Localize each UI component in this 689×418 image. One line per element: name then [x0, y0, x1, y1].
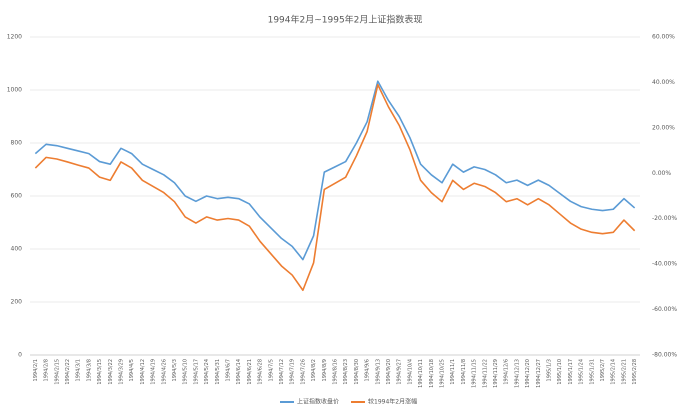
x-tick-label: 1995/1/31: [589, 359, 595, 385]
x-tick-label: 1994/9/13: [375, 359, 381, 385]
y-tick-label: 1200: [7, 34, 22, 41]
x-tick-label: 1994/2/15: [54, 359, 60, 385]
x-tick-label: 1994/3/1: [76, 359, 82, 381]
x-tick-label: 1994/12/6: [504, 359, 510, 385]
y2-tick-label: -40.00%: [652, 261, 677, 268]
x-tick-label: 1994/7/5: [268, 359, 274, 381]
x-tick-label: 1994/6/28: [258, 359, 264, 385]
x-tick-label: 1994/12/27: [536, 359, 542, 388]
x-tick-label: 1995/2/7: [600, 359, 606, 381]
x-tick-label: 1994/5/24: [204, 359, 210, 385]
x-tick-label: 1994/10/18: [429, 359, 435, 388]
x-tick-label: 1994/5/10: [183, 359, 189, 385]
x-tick-label: 1994/7/12: [279, 359, 285, 385]
x-tick-label: 1995/2/14: [611, 359, 617, 385]
legend-label: 较1994年2月涨幅: [368, 398, 417, 406]
x-tick-label: 1994/3/29: [118, 359, 124, 385]
y-tick-label: 200: [11, 299, 23, 306]
y2-tick-label: -80.00%: [652, 352, 677, 359]
x-tick-label: 1994/3/8: [86, 359, 92, 381]
legend-label: 上证指数收盘价: [297, 398, 339, 406]
x-tick-label: 1994/11/29: [493, 359, 499, 388]
x-tick-label: 1994/4/19: [151, 359, 157, 385]
x-tick-label: 1994/5/3: [172, 359, 178, 381]
x-tick-label: 1994/12/13: [514, 359, 520, 388]
x-tick-label: 1994/7/26: [300, 359, 306, 385]
x-tick-label: 1994/5/17: [193, 359, 199, 385]
y-tick-label: 600: [11, 193, 23, 200]
x-tick-label: 1994/8/30: [354, 359, 360, 385]
x-tick-label: 1994/8/2: [311, 359, 317, 381]
x-tick-label: 1994/6/7: [225, 359, 231, 381]
y2-tick-label: -20.00%: [652, 215, 677, 222]
x-tick-label: 1994/12/20: [525, 359, 531, 388]
x-tick-label: 1994/2/8: [44, 359, 50, 381]
x-tick-label: 1994/9/6: [365, 359, 371, 381]
x-tick-label: 1994/10/11: [418, 359, 424, 388]
x-tick-label: 1994/4/5: [129, 359, 135, 381]
y2-tick-label: 40.00%: [652, 79, 675, 86]
x-tick-label: 1994/9/27: [397, 359, 403, 385]
y-tick-label: 400: [11, 246, 23, 253]
series-line: [34, 80, 636, 261]
chart-title: 1994年2月~1995年2月上证指数表现: [268, 14, 423, 26]
x-tick-label: 1994/3/15: [97, 359, 103, 385]
x-tick-label: 1994/6/21: [247, 359, 253, 385]
y-tick-label: 800: [11, 140, 23, 147]
x-tick-label: 1995/1/10: [557, 359, 563, 385]
x-tick-label: 1994/4/12: [140, 359, 146, 385]
x-tick-label: 1994/8/16: [333, 359, 339, 385]
x-tick-label: 1994/11/1: [450, 359, 456, 385]
y2-tick-label: -60.00%: [652, 306, 677, 313]
x-tick-label: 1994/2/1: [33, 359, 39, 381]
x-tick-label: 1995/2/28: [632, 359, 638, 385]
x-tick-label: 1995/2/21: [621, 359, 627, 385]
x-tick-label: 1995/1/17: [568, 359, 574, 385]
x-tick-label: 1995/1/24: [579, 359, 585, 385]
x-tick-label: 1994/8/23: [343, 359, 349, 385]
series-line: [34, 83, 636, 292]
y2-tick-label: 0.00%: [652, 170, 671, 177]
x-tick-label: 1994/6/14: [236, 359, 242, 385]
x-tick-label: 1994/11/8: [461, 359, 467, 385]
y2-tick-label: 20.00%: [652, 124, 675, 131]
x-tick-label: 1994/8/9: [322, 359, 328, 381]
y-tick-label: 0: [18, 352, 22, 359]
x-tick-label: 1994/11/15: [472, 359, 478, 388]
x-tick-label: 1994/10/4: [407, 359, 413, 385]
x-tick-label: 1994/2/22: [65, 359, 71, 385]
x-tick-label: 1994/11/22: [482, 359, 488, 388]
x-tick-label: 1995/1/3: [547, 359, 553, 381]
x-tick-label: 1994/7/19: [290, 359, 296, 385]
x-tick-label: 1994/9/20: [386, 359, 392, 385]
y2-tick-label: 60.00%: [652, 34, 675, 41]
x-tick-label: 1994/10/25: [440, 359, 446, 388]
y-tick-label: 1000: [7, 87, 22, 94]
x-tick-label: 1994/3/22: [108, 359, 114, 385]
x-tick-label: 1994/4/26: [161, 359, 167, 385]
x-tick-label: 1994/5/31: [215, 359, 221, 385]
